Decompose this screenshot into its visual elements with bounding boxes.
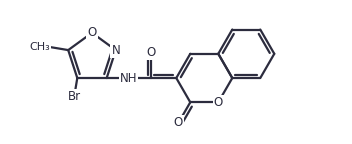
- Text: O: O: [146, 46, 156, 59]
- Text: O: O: [174, 116, 183, 129]
- Text: N: N: [111, 44, 120, 57]
- Text: O: O: [214, 96, 223, 109]
- Text: CH₃: CH₃: [30, 42, 50, 52]
- Text: Br: Br: [68, 90, 81, 103]
- Text: O: O: [87, 26, 96, 39]
- Text: NH: NH: [120, 72, 137, 85]
